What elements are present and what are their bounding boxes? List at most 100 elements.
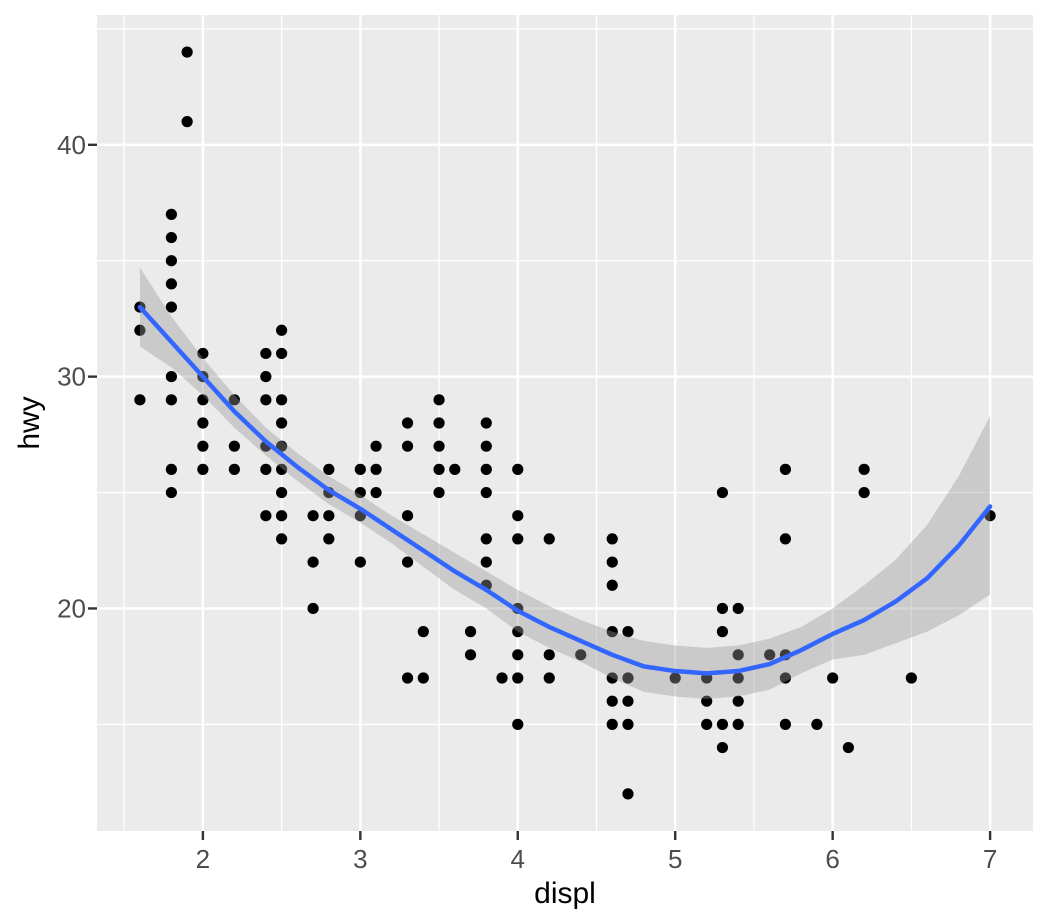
data-point — [401, 417, 414, 429]
data-point — [811, 718, 823, 730]
y-tick-labels: 20 30 40 — [57, 130, 86, 624]
data-points — [134, 46, 996, 800]
data-point — [779, 533, 792, 545]
data-point — [228, 440, 240, 452]
data-point — [543, 672, 555, 684]
data-point — [323, 533, 335, 545]
data-point — [543, 649, 555, 661]
x-tick-label: 2 — [196, 844, 210, 874]
data-point — [433, 440, 445, 452]
data-point — [905, 672, 917, 684]
data-point — [732, 672, 744, 684]
data-point — [732, 602, 744, 615]
data-point — [165, 231, 177, 244]
x-tick-label: 6 — [825, 844, 839, 874]
smooth-line — [137, 304, 993, 676]
data-point — [622, 718, 634, 730]
data-point — [354, 463, 366, 475]
data-point — [165, 394, 177, 406]
data-point — [779, 463, 792, 475]
data-point — [276, 486, 288, 499]
data-point — [260, 510, 272, 522]
data-point — [276, 440, 288, 452]
data-point — [165, 278, 177, 290]
data-point — [401, 556, 414, 568]
data-point — [716, 486, 729, 499]
data-point — [370, 440, 382, 452]
data-point — [480, 486, 492, 499]
data-point — [512, 672, 524, 684]
data-point — [307, 510, 319, 522]
data-point — [716, 626, 729, 638]
data-point — [165, 371, 177, 383]
data-point — [307, 556, 319, 568]
data-point — [858, 463, 870, 475]
data-point — [622, 626, 634, 638]
data-point — [433, 417, 445, 429]
data-point — [197, 440, 209, 452]
data-point — [276, 533, 288, 545]
data-point — [165, 255, 177, 267]
data-point — [401, 510, 414, 522]
data-point — [307, 602, 319, 615]
data-point — [764, 649, 776, 661]
data-point — [716, 741, 729, 754]
data-point — [228, 463, 240, 475]
data-point — [134, 394, 146, 406]
data-point — [276, 510, 288, 522]
y-tick-label: 40 — [57, 130, 86, 160]
data-point — [401, 672, 414, 684]
data-point — [732, 649, 744, 661]
data-point — [622, 788, 634, 800]
data-point — [496, 672, 508, 684]
data-point — [669, 672, 681, 684]
data-point — [480, 556, 492, 568]
data-point — [370, 463, 382, 475]
data-point — [606, 695, 618, 707]
data-point — [260, 394, 272, 406]
data-point — [276, 324, 288, 336]
y-tick-label: 30 — [57, 362, 86, 392]
data-point — [197, 463, 209, 475]
data-point — [165, 301, 177, 313]
data-point — [464, 649, 477, 661]
data-point — [165, 208, 177, 220]
axis-tick-marks — [88, 143, 992, 840]
data-point — [417, 626, 429, 638]
data-point — [370, 486, 382, 499]
data-point — [575, 649, 587, 661]
data-point — [276, 394, 288, 406]
data-point — [827, 672, 839, 684]
data-point — [181, 46, 193, 58]
data-point — [606, 579, 618, 591]
data-point — [512, 533, 524, 545]
data-point — [512, 510, 524, 522]
confidence-ribbon — [139, 267, 991, 699]
data-point — [480, 533, 492, 545]
data-point — [323, 510, 335, 522]
data-point — [260, 371, 272, 383]
data-point — [606, 672, 618, 684]
data-point — [858, 486, 870, 499]
data-point — [276, 417, 288, 429]
x-tick-labels: 2 3 4 5 6 7 — [196, 844, 998, 874]
data-point — [197, 347, 209, 360]
y-axis-title: hwy — [13, 396, 46, 450]
data-point — [354, 556, 366, 568]
data-point — [134, 324, 146, 336]
data-point — [779, 672, 792, 684]
data-point — [433, 394, 445, 406]
data-point — [165, 463, 177, 475]
data-point — [732, 718, 744, 730]
data-point — [449, 463, 461, 475]
plot-panel — [97, 15, 1033, 831]
data-point — [732, 695, 744, 707]
data-point — [606, 718, 618, 730]
data-point — [433, 486, 445, 499]
data-point — [606, 556, 618, 568]
data-point — [276, 463, 288, 475]
data-point — [480, 440, 492, 452]
data-point — [842, 741, 854, 754]
